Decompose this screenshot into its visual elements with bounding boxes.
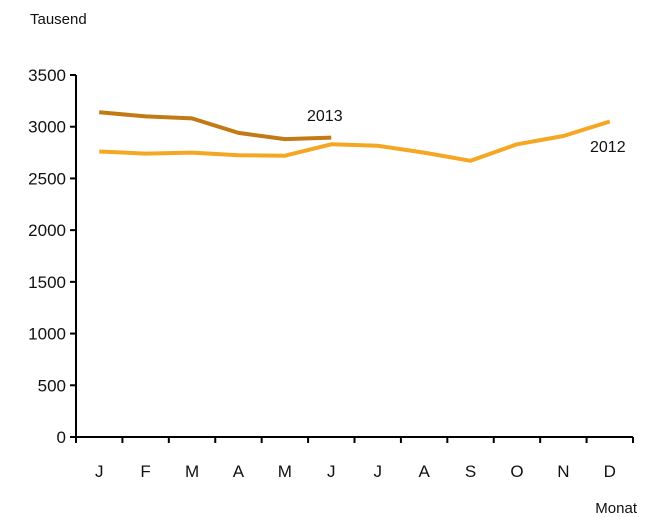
- series-line-2012: [99, 119, 611, 163]
- series-line-2013: [99, 110, 332, 142]
- y-tick-label: 1500: [28, 273, 66, 292]
- y-tick-label: 3500: [28, 66, 66, 85]
- y-tick-label: 500: [38, 376, 66, 395]
- x-tick-label: A: [418, 462, 430, 481]
- y-tick-label: 3000: [28, 118, 66, 137]
- y-tick-label: 2500: [28, 169, 66, 188]
- y-axis-ticks: 0 500 1000 1500 2000 2500 3000 3500: [28, 66, 76, 447]
- x-axis-title: Monat: [595, 500, 638, 517]
- series-label-2012: 2012: [590, 139, 626, 156]
- x-tick-label: J: [95, 462, 104, 481]
- y-tick-label: 2000: [28, 221, 66, 240]
- x-tick-label: A: [233, 462, 245, 481]
- series-group: [99, 110, 611, 163]
- x-tick-label: J: [327, 462, 336, 481]
- series-label-2013: 2013: [307, 108, 343, 125]
- x-tick-label: F: [140, 462, 150, 481]
- x-tick-label: O: [510, 462, 523, 481]
- x-tick-label: S: [465, 462, 476, 481]
- x-tick-label: D: [604, 462, 616, 481]
- x-tick-label: M: [185, 462, 199, 481]
- x-tick-label: N: [557, 462, 569, 481]
- y-axis-title: Tausend: [30, 11, 87, 28]
- y-tick-label: 1000: [28, 325, 66, 344]
- y-tick-label: 0: [57, 428, 66, 447]
- x-tick-label: J: [373, 462, 382, 481]
- x-tick-label: M: [278, 462, 292, 481]
